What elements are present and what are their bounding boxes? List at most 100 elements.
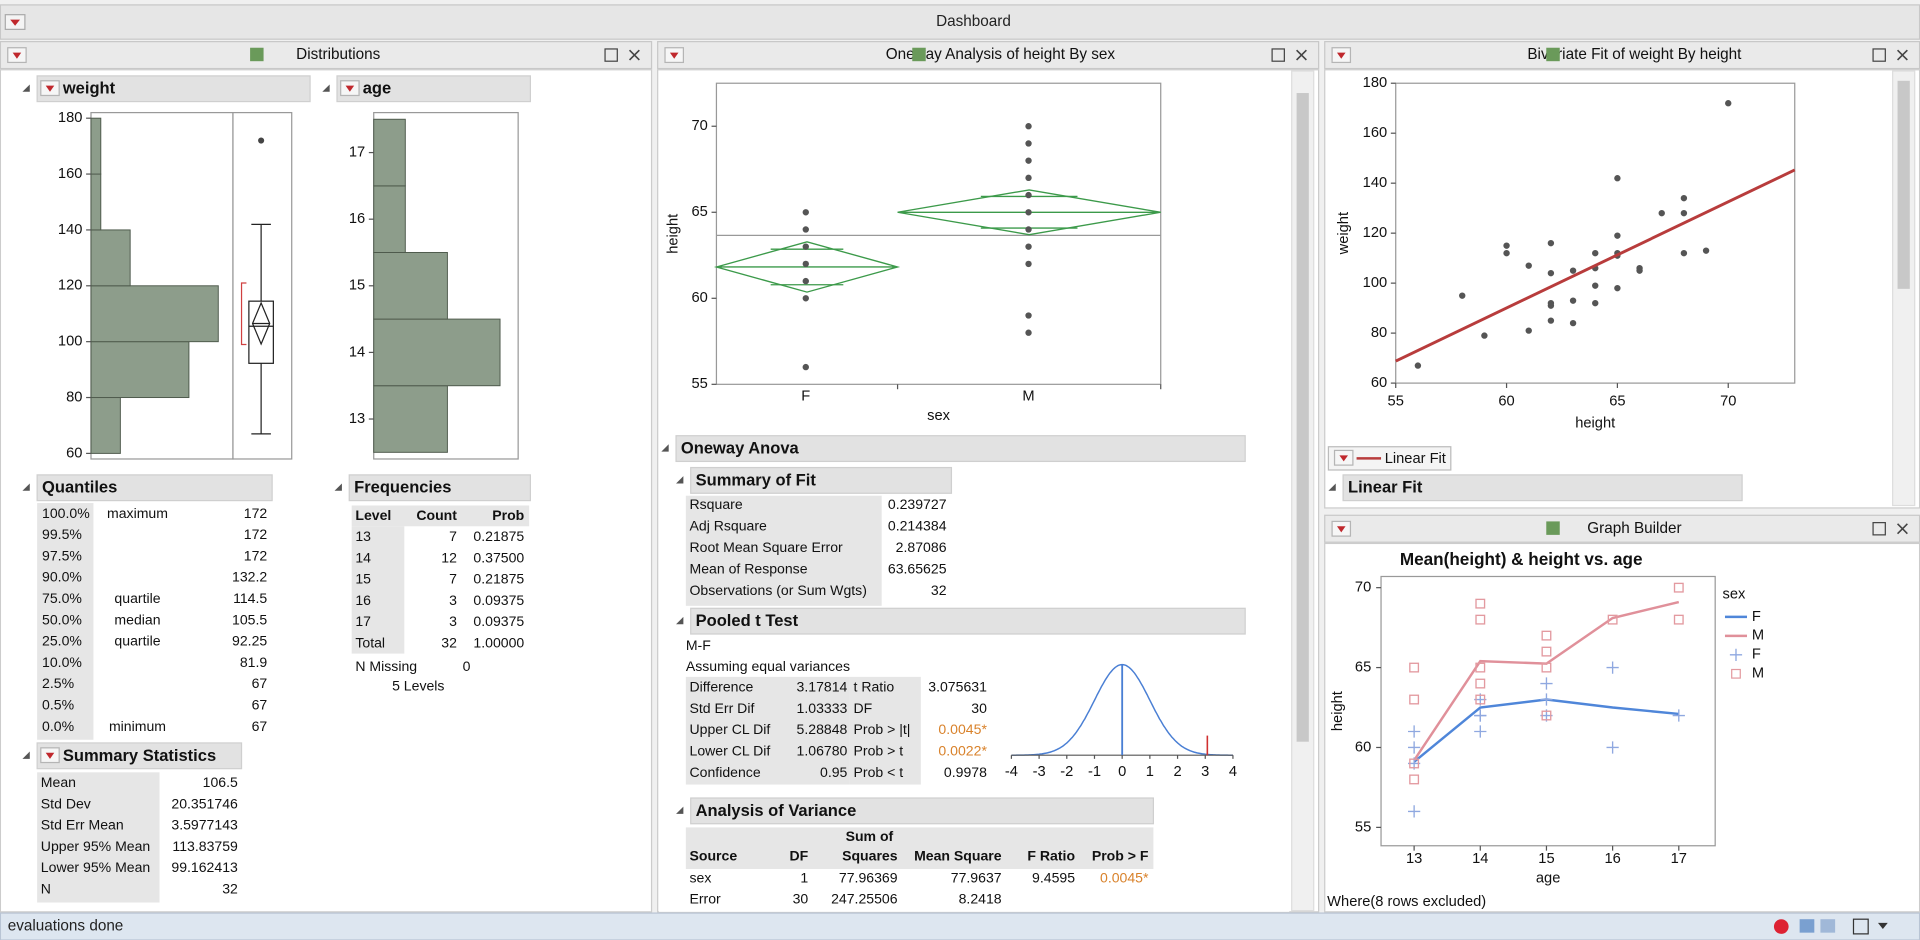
table-cell: 0.0% <box>42 718 74 734</box>
point <box>1025 243 1032 250</box>
table-cell: 92.25 <box>232 633 267 649</box>
disclosure-icon <box>334 483 342 491</box>
point <box>1025 157 1032 164</box>
x-tick-label: 1 <box>1146 764 1154 780</box>
table-cell: 1.03333 <box>797 700 848 716</box>
status-bar <box>0 912 1920 940</box>
maximize-button[interactable] <box>1872 48 1886 62</box>
y-axis-label: weight <box>1336 212 1352 255</box>
table-cell: 7 <box>449 571 457 587</box>
point <box>1503 249 1510 257</box>
legend-title: sex <box>1723 587 1746 603</box>
panel-header <box>1324 514 1920 543</box>
table-cell: 81.9 <box>240 654 268 670</box>
point-square <box>1607 614 1618 625</box>
window-button[interactable] <box>1852 918 1869 935</box>
close-button[interactable] <box>1896 523 1908 535</box>
table-cell: 0.214384 <box>888 518 947 534</box>
point-square <box>1541 710 1552 721</box>
point-square <box>1475 662 1486 673</box>
table-cell: 132.2 <box>232 569 267 585</box>
table-cell: Total <box>355 635 385 651</box>
point <box>1025 140 1032 147</box>
table-header: Mean Square <box>914 847 1002 863</box>
point-square <box>1409 758 1420 769</box>
x-tick-label: 3 <box>1201 764 1209 780</box>
disclosure-icon <box>22 84 30 92</box>
section-title: Oneway Anova <box>681 439 800 458</box>
table-cell: 2.5% <box>42 675 74 691</box>
table-header: Count <box>416 507 457 523</box>
table-cell: 97.5% <box>42 547 82 563</box>
chart-title: Mean(height) & height vs. age <box>1400 549 1643 569</box>
disclosure-icon <box>676 476 684 484</box>
point <box>802 277 809 285</box>
panel-header <box>657 41 1320 70</box>
point <box>1025 174 1032 182</box>
maximize-button[interactable] <box>1872 522 1886 536</box>
legend-label: M <box>1752 666 1764 682</box>
fit-line <box>1395 168 1796 363</box>
stop-button[interactable] <box>1773 919 1789 934</box>
table-cell: 5.28848 <box>797 721 848 737</box>
point <box>1614 284 1621 292</box>
point <box>1658 209 1665 217</box>
table-cell: t Ratio <box>854 679 895 695</box>
section-title: Quantiles <box>42 478 117 497</box>
table-cell: 67 <box>252 675 268 691</box>
point <box>1702 247 1710 254</box>
point-square <box>1541 630 1552 641</box>
dropdown-button[interactable] <box>1877 922 1888 929</box>
maximize-button[interactable] <box>1271 48 1285 62</box>
table-cell: 172 <box>244 505 268 521</box>
point <box>1636 267 1643 274</box>
table-cell: Mean of Response <box>690 560 808 576</box>
table-cell: 32 <box>222 881 238 897</box>
table-cell: 20.351746 <box>171 795 238 811</box>
dropdown-icon <box>45 85 55 92</box>
close-button[interactable] <box>1296 49 1307 61</box>
y-tick-label: 14 <box>349 344 365 360</box>
table-cell: 113.83759 <box>172 838 238 854</box>
table-cell: N <box>41 881 51 897</box>
point <box>1459 292 1466 299</box>
table-cell: 3 <box>449 592 457 608</box>
panel-title: Oneway Analysis of height By sex <box>886 46 1116 63</box>
table-cell: DF <box>854 700 873 716</box>
point <box>1503 242 1510 249</box>
table-cell: 3.5977143 <box>171 817 238 833</box>
table-header: Sum of <box>846 828 894 844</box>
histogram-bar <box>90 285 219 343</box>
section-title: Summary Statistics <box>63 746 216 765</box>
table-cell: 75.0% <box>42 590 82 606</box>
point <box>1547 317 1555 324</box>
point <box>1525 262 1532 269</box>
histogram-bar <box>373 251 448 320</box>
point <box>1547 239 1555 247</box>
home-button[interactable] <box>1799 919 1815 933</box>
note: Assuming equal variances <box>686 658 850 674</box>
close-button[interactable] <box>628 49 640 61</box>
table-shade <box>351 526 405 654</box>
point-plus <box>1672 709 1685 722</box>
disclosure-icon <box>322 84 330 92</box>
y-tick-label: 65 <box>692 204 708 220</box>
maximize-button[interactable] <box>604 48 618 62</box>
section-header <box>36 474 273 502</box>
point <box>1414 362 1422 369</box>
y-tick-label: 60 <box>1355 739 1371 755</box>
x-tick-label: 55 <box>1388 393 1404 409</box>
table-cell: Lower 95% Mean <box>41 859 150 875</box>
point-plus <box>1474 709 1487 722</box>
section-header <box>36 742 243 770</box>
point <box>1025 329 1032 336</box>
point-plus <box>1540 677 1553 690</box>
table-cell: Observations (or Sum Wgts) <box>690 582 867 598</box>
layout-button[interactable] <box>1820 919 1836 933</box>
close-button[interactable] <box>1896 49 1908 61</box>
y-tick-label: 80 <box>1371 325 1387 341</box>
y-tick-label: 180 <box>58 110 82 126</box>
dropdown-icon <box>669 52 679 59</box>
table-cell: 5 Levels <box>392 677 444 693</box>
x-axis-label: age <box>1536 871 1560 887</box>
